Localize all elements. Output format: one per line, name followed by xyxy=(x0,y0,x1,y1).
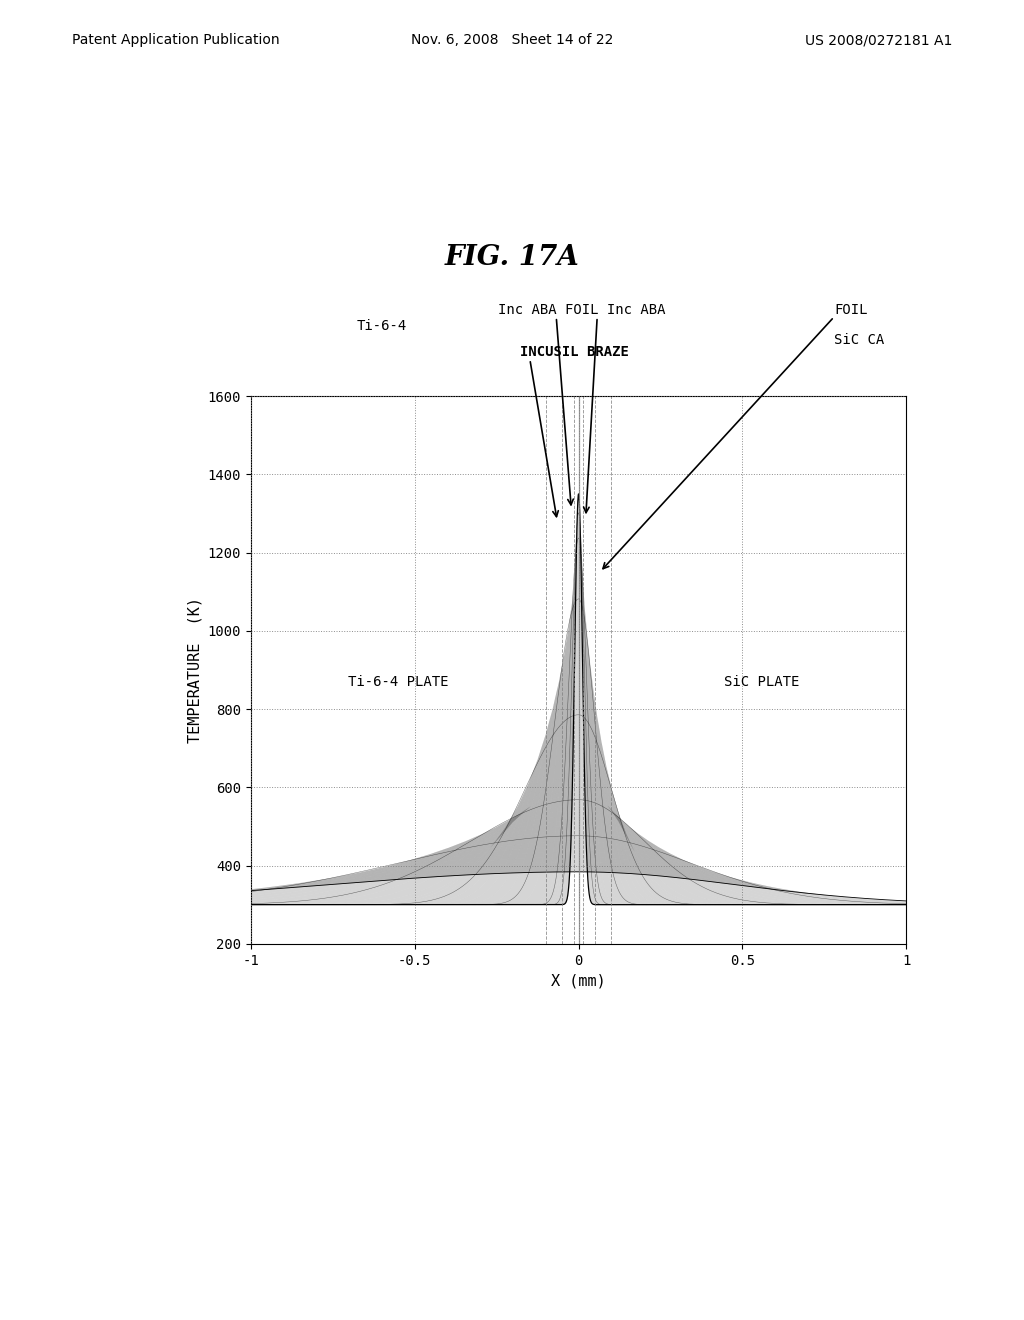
Text: Ti-6-4 PLATE: Ti-6-4 PLATE xyxy=(348,675,449,689)
Text: US 2008/0272181 A1: US 2008/0272181 A1 xyxy=(805,33,952,48)
Text: FOIL: FOIL xyxy=(835,302,867,317)
Text: Patent Application Publication: Patent Application Publication xyxy=(72,33,280,48)
Text: Inc ABA FOIL Inc ABA: Inc ABA FOIL Inc ABA xyxy=(498,302,666,317)
X-axis label: X (mm): X (mm) xyxy=(551,973,606,989)
Text: SiC PLATE: SiC PLATE xyxy=(724,675,800,689)
Text: SiC CA: SiC CA xyxy=(835,333,885,347)
Text: Ti-6-4: Ti-6-4 xyxy=(356,318,408,333)
Text: Nov. 6, 2008   Sheet 14 of 22: Nov. 6, 2008 Sheet 14 of 22 xyxy=(411,33,613,48)
Text: FIG. 17A: FIG. 17A xyxy=(444,244,580,271)
Y-axis label: TEMPERATURE  (K): TEMPERATURE (K) xyxy=(187,597,202,743)
Text: INCUSIL BRAZE: INCUSIL BRAZE xyxy=(519,345,629,359)
